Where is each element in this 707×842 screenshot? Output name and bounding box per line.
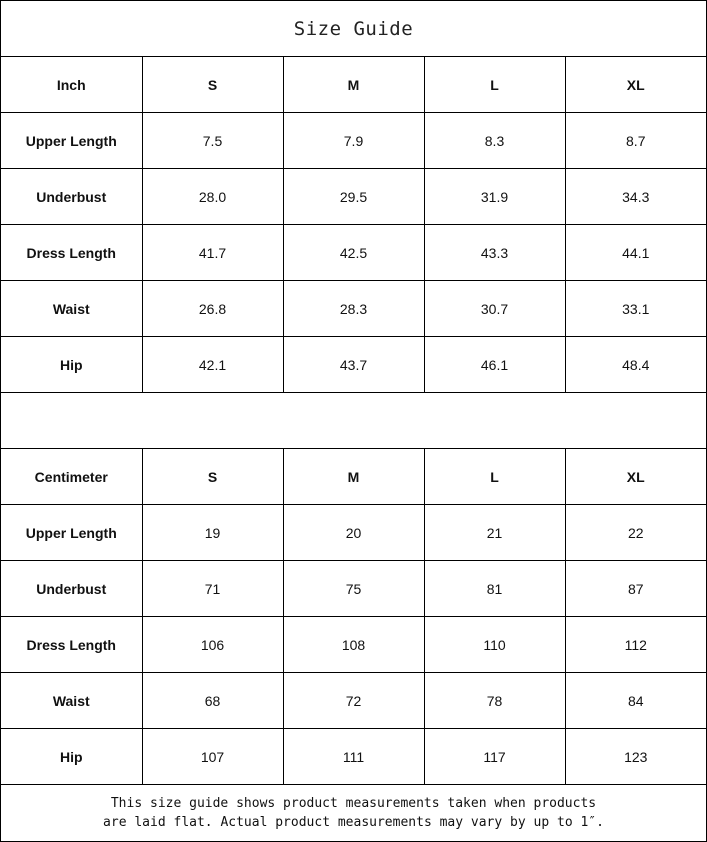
measurement-cell: 41.7: [141, 224, 284, 281]
measurement-cell: 7.9: [282, 112, 425, 169]
footer-line-1: This size guide shows product measuremen…: [110, 796, 597, 811]
measurement-cell: 34.3: [564, 168, 706, 225]
table-row: Underbust 71 75 81 87: [1, 560, 706, 617]
measurement-cell: 108: [282, 616, 425, 673]
measurement-cell: 42.1: [141, 336, 284, 393]
size-table: Inch S M L XL Upper Length 7.5 7.9 8.3 8.7 Underbu…: [1, 57, 706, 785]
measurement-cell: 29.5: [282, 168, 425, 225]
measurement-cell: 33.1: [564, 280, 706, 337]
measurement-cell: 106: [141, 616, 284, 673]
measurement-cell: 43.3: [423, 224, 566, 281]
measurement-cell: 75: [282, 560, 425, 617]
row-label: Upper Length: [1, 504, 143, 561]
row-label: Hip: [1, 728, 143, 785]
measurement-cell: 112: [564, 616, 706, 673]
measurement-cell: 71: [141, 560, 284, 617]
measurement-cell: 30.7: [423, 280, 566, 337]
row-label: Waist: [1, 672, 143, 729]
footer-line-2: are laid flat. Actual product measuremen…: [103, 815, 604, 830]
size-header: S: [141, 448, 284, 505]
measurement-cell: 81: [423, 560, 566, 617]
row-label: Dress Length: [1, 224, 143, 281]
measurement-cell: 28.3: [282, 280, 425, 337]
measurement-cell: 111: [282, 728, 425, 785]
header-row: Inch S M L XL: [1, 57, 706, 113]
measurement-cell: 72: [282, 672, 425, 729]
table-row: Hip 107 111 117 123: [1, 728, 706, 785]
size-header: M: [282, 448, 425, 505]
size-header: L: [423, 57, 566, 113]
row-label: Dress Length: [1, 616, 143, 673]
measurement-cell: 44.1: [564, 224, 706, 281]
measurement-cell: 48.4: [564, 336, 706, 393]
measurement-cell: 68: [141, 672, 284, 729]
table-row: Underbust 28.0 29.5 31.9 34.3: [1, 168, 706, 225]
size-header: S: [141, 57, 284, 113]
footer-note: This size guide shows product measuremen…: [0, 784, 707, 842]
measurement-cell: 110: [423, 616, 566, 673]
table-row: Dress Length 41.7 42.5 43.3 44.1: [1, 224, 706, 281]
header-row: Centimeter S M L XL: [1, 448, 706, 505]
measurement-cell: 28.0: [141, 168, 284, 225]
table-row: Waist 26.8 28.3 30.7 33.1: [1, 280, 706, 337]
measurement-cell: 22: [564, 504, 706, 561]
table-row: Dress Length 106 108 110 112: [1, 616, 706, 673]
measurement-cell: 78: [423, 672, 566, 729]
row-label: Upper Length: [1, 112, 143, 169]
measurement-cell: 8.3: [423, 112, 566, 169]
size-header: L: [423, 448, 566, 505]
row-label: Waist: [1, 280, 143, 337]
table-row: Upper Length 19 20 21 22: [1, 504, 706, 561]
page-title: Size Guide: [1, 1, 706, 57]
row-label: Hip: [1, 336, 143, 393]
measurement-cell: 26.8: [141, 280, 284, 337]
measurement-cell: 46.1: [423, 336, 566, 393]
measurement-cell: 117: [423, 728, 566, 785]
measurement-cell: 31.9: [423, 168, 566, 225]
measurement-cell: 42.5: [282, 224, 425, 281]
size-header: XL: [564, 448, 706, 505]
measurement-cell: 19: [141, 504, 284, 561]
measurement-cell: 87: [564, 560, 706, 617]
measurement-cell: 84: [564, 672, 706, 729]
row-label: Underbust: [1, 168, 143, 225]
measurement-cell: 7.5: [141, 112, 284, 169]
measurement-cell: 43.7: [282, 336, 425, 393]
measurement-cell: 123: [564, 728, 706, 785]
measurement-cell: 21: [423, 504, 566, 561]
spacer-row: [1, 392, 706, 449]
unit-header: Inch: [1, 57, 143, 113]
row-label: Underbust: [1, 560, 143, 617]
spacer-cell: [1, 392, 706, 449]
table-row: Upper Length 7.5 7.9 8.3 8.7: [1, 112, 706, 169]
measurement-cell: 20: [282, 504, 425, 561]
size-guide: Size Guide Inch S M L XL Upper Length 7.5 7.9 8.…: [0, 0, 707, 785]
size-header: M: [282, 57, 425, 113]
table-row: Waist 68 72 78 84: [1, 672, 706, 729]
measurement-cell: 107: [141, 728, 284, 785]
measurement-cell: 8.7: [564, 112, 706, 169]
table-row: Hip 42.1 43.7 46.1 48.4: [1, 336, 706, 393]
size-header: XL: [564, 57, 706, 113]
unit-header: Centimeter: [1, 448, 143, 505]
